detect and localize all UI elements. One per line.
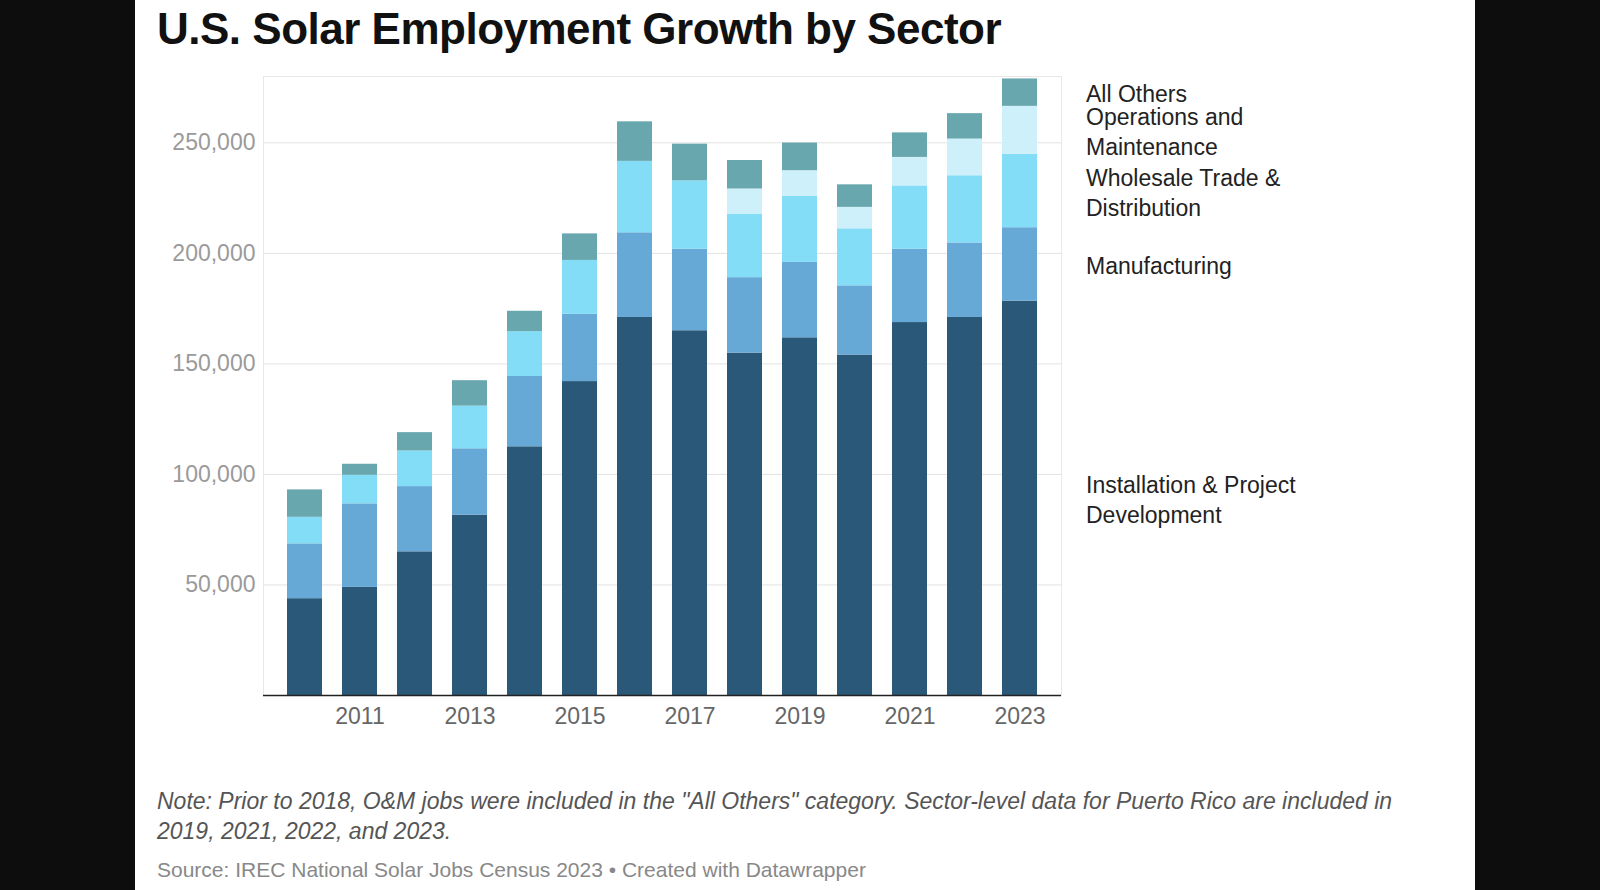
html-text:U.S. Solar Employment Growth b: U.S. Solar Employment Growth by Sector xyxy=(157,4,1002,53)
svg-text:2017: 2017 xyxy=(664,703,715,729)
svg-text:2019: 2019 xyxy=(774,703,825,729)
svg-text:2013: 2013 xyxy=(444,703,495,729)
svg-text:Installation & ProjectDevelopm: Installation & ProjectDevelopment xyxy=(1086,472,1296,528)
svg-text:2011: 2011 xyxy=(335,703,384,729)
svg-text:Manufacturing: Manufacturing xyxy=(1086,253,1232,279)
svg-text:Operations andMaintenance: Operations andMaintenance xyxy=(1086,104,1243,160)
svg-text:2021: 2021 xyxy=(884,703,935,729)
svg-text:200,000: 200,000 xyxy=(172,240,255,266)
svg-text:150,000: 150,000 xyxy=(172,350,255,376)
svg-text:2023: 2023 xyxy=(994,703,1045,729)
html-text:Note: Prior to 2018, O&M jobs: Note: Prior to 2018, O&M jobs were inclu… xyxy=(157,788,1393,844)
svg-text:50,000: 50,000 xyxy=(185,571,255,597)
svg-text:2015: 2015 xyxy=(554,703,605,729)
svg-text:100,000: 100,000 xyxy=(172,461,255,487)
svg-text:250,000: 250,000 xyxy=(172,129,255,155)
svg-text:All Others: All Others xyxy=(1086,81,1187,107)
html-text:Source: IREC National Solar Jo: Source: IREC National Solar Jobs Census … xyxy=(157,858,866,881)
svg-text:Wholesale Trade &Distribution: Wholesale Trade &Distribution xyxy=(1086,165,1280,221)
